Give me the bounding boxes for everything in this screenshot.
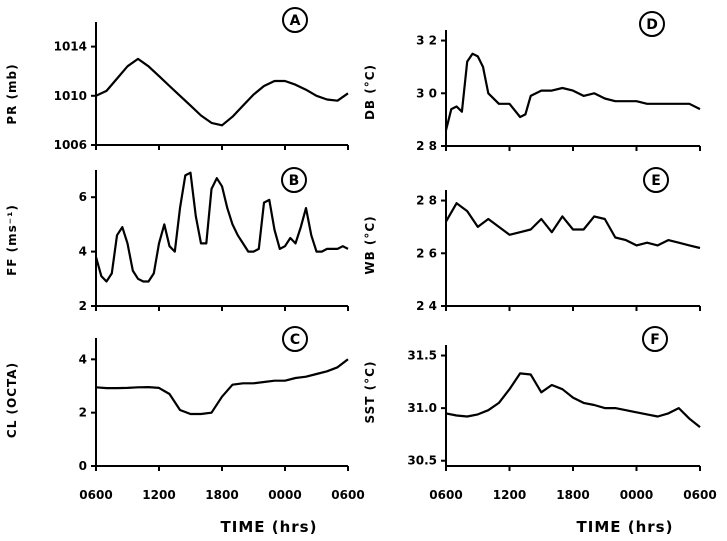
panel-a-ytick-label: 1006 <box>54 138 87 152</box>
panel-f-ytick-label: 31.5 <box>407 349 437 363</box>
panel-letter-b: B <box>289 173 300 189</box>
panel-c-xtick-label: 1800 <box>205 488 238 502</box>
panel-a-line <box>95 57 349 127</box>
panel-d-ticks: 2 8 3 0 3 2 <box>416 34 701 153</box>
panel-d-ytick-label: 2 8 <box>416 139 437 153</box>
panel-letter-f-badge <box>642 326 668 352</box>
panel-a-ytick-label: 1010 <box>54 89 87 103</box>
panel-b-ytick-label: 4 <box>79 245 87 259</box>
panel-b: B FF (ms⁻¹) 2 4 6 <box>5 167 349 313</box>
panel-c-xtick-label: 0600 <box>331 488 364 502</box>
panel-e-ylabel: WB (°C) <box>363 215 377 274</box>
panel-b-ylabel: FF (ms⁻¹) <box>5 204 19 276</box>
panel-c-xtick-label: 1200 <box>142 488 175 502</box>
x-axis-title-right: TIME (hrs) <box>577 518 674 536</box>
panel-c-xtick-label: 0600 <box>79 488 112 502</box>
panel-f-xtick-label: 0600 <box>429 488 462 502</box>
panel-d-line <box>444 52 701 131</box>
panel-a-ylabel: PR (mb) <box>5 63 19 124</box>
panel-c-ticks: 0 2 4 0600 1200 1800 0000 0600 <box>79 352 365 502</box>
panel-f-line <box>445 372 701 428</box>
panel-f-xtick-label: 0600 <box>683 488 716 502</box>
panel-a-ytick-label: 1014 <box>54 40 87 54</box>
panel-letter-c-badge <box>282 326 308 352</box>
panel-f-ylabel: SST (°C) <box>363 361 377 424</box>
panel-b-ytick-label: 6 <box>79 190 87 204</box>
panel-b-line <box>94 171 349 283</box>
panel-e-ytick-label: 2 4 <box>416 299 437 313</box>
panel-d: D DB (°C) 2 8 3 0 3 2 <box>363 11 701 153</box>
panel-a: A PR (mb) 1006 1010 1014 <box>5 7 349 152</box>
panel-f: F SST (°C) 30.5 31.0 31.5 0600 1200 1800 0000 0… <box>363 326 717 502</box>
panel-c-line <box>95 358 349 416</box>
panel-f-ticks: 30.5 31.0 31.5 0600 1200 1800 0000 0600 <box>407 349 716 502</box>
panel-f-xtick-label: 1200 <box>493 488 526 502</box>
panel-letter-f: F <box>650 332 660 348</box>
panel-b-ytick-label: 2 <box>79 299 87 313</box>
panel-c-xtick-label: 0000 <box>268 488 301 502</box>
panel-letter-e-badge <box>643 167 669 193</box>
panel-letter-b-badge <box>281 167 307 193</box>
panel-c-ylabel: CL (OCTA) <box>5 362 19 438</box>
panel-f-xtick-label: 0000 <box>620 488 653 502</box>
panel-e: E WB (°C) 2 4 2 6 2 8 <box>363 167 701 313</box>
panel-letter-c: C <box>290 332 300 348</box>
panel-e-ticks: 2 4 2 6 2 8 <box>416 194 701 313</box>
panel-c: C CL (OCTA) 0 2 4 0600 1200 1800 0000 0600 <box>5 326 365 502</box>
panel-e-ytick-label: 2 6 <box>416 246 437 260</box>
panel-letter-a: A <box>290 13 301 29</box>
panel-b-ticks: 2 4 6 <box>79 190 349 313</box>
panel-f-ytick-label: 31.0 <box>407 401 437 415</box>
panel-c-ytick-label: 0 <box>79 459 87 473</box>
panel-d-ylabel: DB (°C) <box>363 64 377 120</box>
panel-c-ytick-label: 4 <box>79 352 87 366</box>
panel-letter-e: E <box>651 173 661 189</box>
panel-e-line <box>445 202 701 250</box>
panel-d-ytick-label: 3 0 <box>416 86 437 100</box>
panel-f-xtick-label: 1800 <box>556 488 589 502</box>
panel-letter-a-badge <box>282 7 308 33</box>
panel-e-ytick-label: 2 8 <box>416 194 437 208</box>
x-axis-title-left: TIME (hrs) <box>221 518 318 536</box>
panel-c-ytick-label: 2 <box>79 406 87 420</box>
panel-f-ytick-label: 30.5 <box>407 454 437 468</box>
panel-letter-d: D <box>646 17 658 33</box>
panel-d-ytick-label: 3 2 <box>416 34 437 48</box>
panel-letter-d-badge <box>639 11 665 37</box>
